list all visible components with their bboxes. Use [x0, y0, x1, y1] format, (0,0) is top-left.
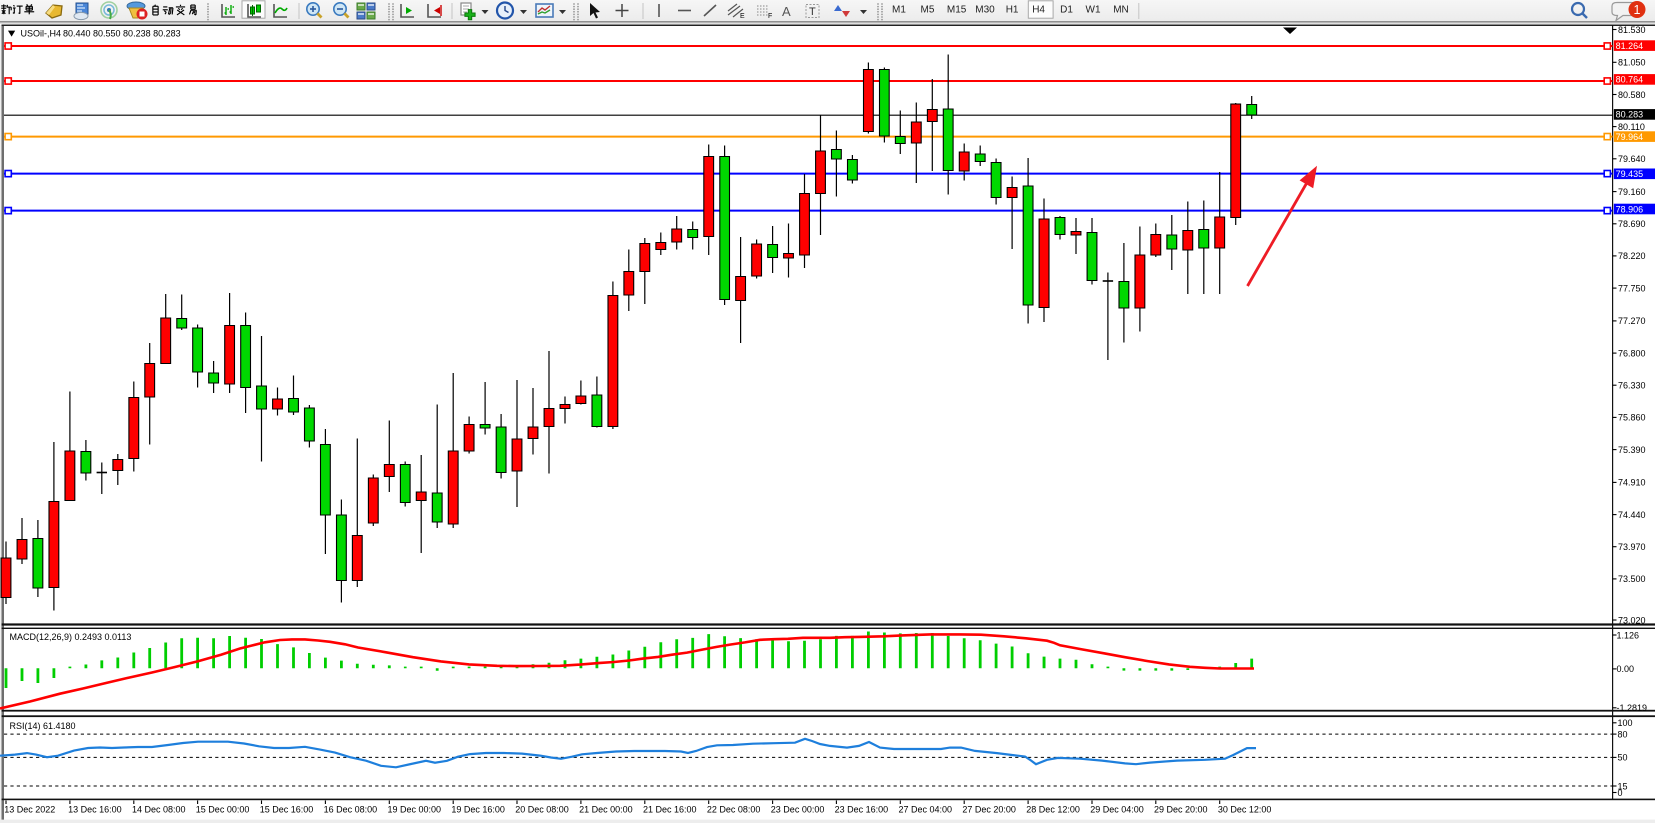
svg-text:14 Dec 08:00: 14 Dec 08:00 [132, 805, 186, 815]
svg-text:77.270: 77.270 [1618, 316, 1646, 326]
svg-text:19 Dec 00:00: 19 Dec 00:00 [388, 805, 442, 815]
svg-text:76.330: 76.330 [1618, 381, 1646, 391]
svg-text:74.910: 74.910 [1618, 478, 1646, 488]
svg-text:MACD(12,26,9) 0.2493 0.0113: MACD(12,26,9) 0.2493 0.0113 [10, 632, 132, 642]
svg-text:M30: M30 [975, 5, 995, 16]
svg-text:1: 1 [1634, 3, 1641, 17]
svg-text:28 Dec 12:00: 28 Dec 12:00 [1026, 805, 1080, 815]
svg-text:E: E [740, 13, 745, 20]
svg-text:78.906: 78.906 [1616, 204, 1644, 214]
svg-text:F: F [768, 13, 772, 20]
svg-text:T: T [809, 6, 816, 18]
svg-text:79.160: 79.160 [1618, 187, 1646, 197]
svg-text:76.800: 76.800 [1618, 348, 1646, 358]
svg-text:H4: H4 [1032, 5, 1045, 16]
svg-text:13 Dec 16:00: 13 Dec 16:00 [68, 805, 122, 815]
svg-text:M1: M1 [892, 5, 906, 16]
svg-text:0.00: 0.00 [1617, 664, 1635, 674]
svg-text:H1: H1 [1006, 5, 1019, 16]
svg-text:19 Dec 16:00: 19 Dec 16:00 [451, 805, 505, 815]
svg-text:74.440: 74.440 [1618, 510, 1646, 520]
svg-text:20 Dec 08:00: 20 Dec 08:00 [515, 805, 569, 815]
svg-text:79.964: 79.964 [1616, 132, 1644, 142]
svg-text:27 Dec 04:00: 27 Dec 04:00 [899, 805, 953, 815]
svg-text:75.390: 75.390 [1618, 445, 1646, 455]
svg-text:15 Dec 16:00: 15 Dec 16:00 [260, 805, 314, 815]
svg-text:-1.2819: -1.2819 [1617, 703, 1648, 713]
svg-text:80.440 80.550 80.238 80.283: 80.440 80.550 80.238 80.283 [63, 29, 181, 39]
svg-text:80.283: 80.283 [1616, 110, 1644, 120]
svg-text:73.020: 73.020 [1618, 615, 1646, 625]
svg-text:21 Dec 00:00: 21 Dec 00:00 [579, 805, 633, 815]
svg-text:100: 100 [1618, 718, 1633, 728]
svg-text:77.750: 77.750 [1618, 283, 1646, 293]
svg-text:30 Dec 12:00: 30 Dec 12:00 [1218, 805, 1272, 815]
svg-text:50: 50 [1618, 753, 1628, 763]
svg-text:29 Dec 20:00: 29 Dec 20:00 [1154, 805, 1208, 815]
svg-text:22 Dec 08:00: 22 Dec 08:00 [707, 805, 761, 815]
svg-text:78.220: 78.220 [1618, 251, 1646, 261]
svg-text:80: 80 [1618, 729, 1628, 739]
svg-text:RSI(14) 61.4180: RSI(14) 61.4180 [10, 721, 76, 731]
svg-text:21 Dec 16:00: 21 Dec 16:00 [643, 805, 697, 815]
svg-text:79.640: 79.640 [1618, 154, 1646, 164]
svg-text:USOil-,H4: USOil-,H4 [21, 29, 62, 39]
svg-text:15: 15 [1618, 781, 1628, 791]
svg-text:13 Dec 2022: 13 Dec 2022 [4, 805, 55, 815]
svg-text:81.050: 81.050 [1618, 58, 1646, 68]
svg-text:W1: W1 [1086, 5, 1101, 16]
svg-text:81.264: 81.264 [1616, 41, 1644, 51]
svg-text:A: A [782, 4, 791, 19]
svg-text:79.435: 79.435 [1616, 169, 1644, 179]
svg-text:73.500: 73.500 [1618, 574, 1646, 584]
svg-text:78.690: 78.690 [1618, 219, 1646, 229]
svg-text:16 Dec 08:00: 16 Dec 08:00 [324, 805, 378, 815]
svg-text:MN: MN [1113, 5, 1129, 16]
svg-text:0: 0 [1618, 788, 1623, 798]
svg-text:27 Dec 20:00: 27 Dec 20:00 [962, 805, 1016, 815]
svg-text:D1: D1 [1060, 5, 1073, 16]
svg-text:75.860: 75.860 [1618, 413, 1646, 423]
svg-text:29 Dec 04:00: 29 Dec 04:00 [1090, 805, 1144, 815]
svg-text:73.970: 73.970 [1618, 542, 1646, 552]
svg-text:M15: M15 [947, 5, 967, 16]
svg-text:23 Dec 00:00: 23 Dec 00:00 [771, 805, 825, 815]
svg-text:80.110: 80.110 [1618, 122, 1645, 132]
svg-text:15 Dec 00:00: 15 Dec 00:00 [196, 805, 250, 815]
svg-text:80.580: 80.580 [1618, 90, 1646, 100]
svg-text:23 Dec 16:00: 23 Dec 16:00 [835, 805, 889, 815]
svg-text:M5: M5 [921, 5, 935, 16]
svg-text:81.530: 81.530 [1618, 25, 1646, 35]
svg-text:1.126: 1.126 [1617, 630, 1640, 640]
svg-text:80.764: 80.764 [1616, 75, 1644, 85]
